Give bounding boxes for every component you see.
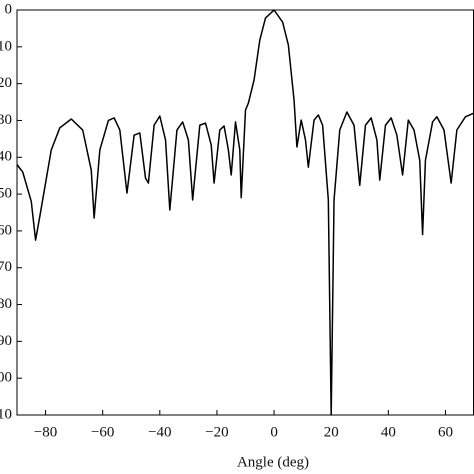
y-tick-label: −70	[0, 259, 12, 275]
y-tick-label: −30	[0, 112, 12, 128]
x-tick-label: 60	[438, 424, 453, 440]
x-tick-label: −40	[148, 424, 171, 440]
x-tick-label: 0	[270, 424, 278, 440]
x-tick-label: 20	[324, 424, 339, 440]
y-tick-label: −90	[0, 333, 12, 349]
y-tick-label: −60	[0, 222, 12, 238]
y-tick-label: −20	[0, 75, 12, 91]
y-tick-label: −110	[0, 406, 12, 422]
y-tick-label: −80	[0, 296, 12, 312]
y-tick-label: −40	[0, 149, 12, 165]
x-tick-label: 40	[381, 424, 396, 440]
x-tick-label: −60	[91, 424, 114, 440]
y-tick-label: −10	[0, 38, 12, 54]
y-tick-label: −50	[0, 186, 12, 202]
y-tick-label: 0	[5, 1, 13, 17]
y-tick-label: −100	[0, 370, 12, 386]
x-tick-label: −80	[34, 424, 57, 440]
x-tick-label: −20	[205, 424, 228, 440]
axis-frame	[16, 9, 474, 416]
line	[16, 9, 474, 416]
x-axis-label: Angle (deg)	[237, 454, 309, 470]
